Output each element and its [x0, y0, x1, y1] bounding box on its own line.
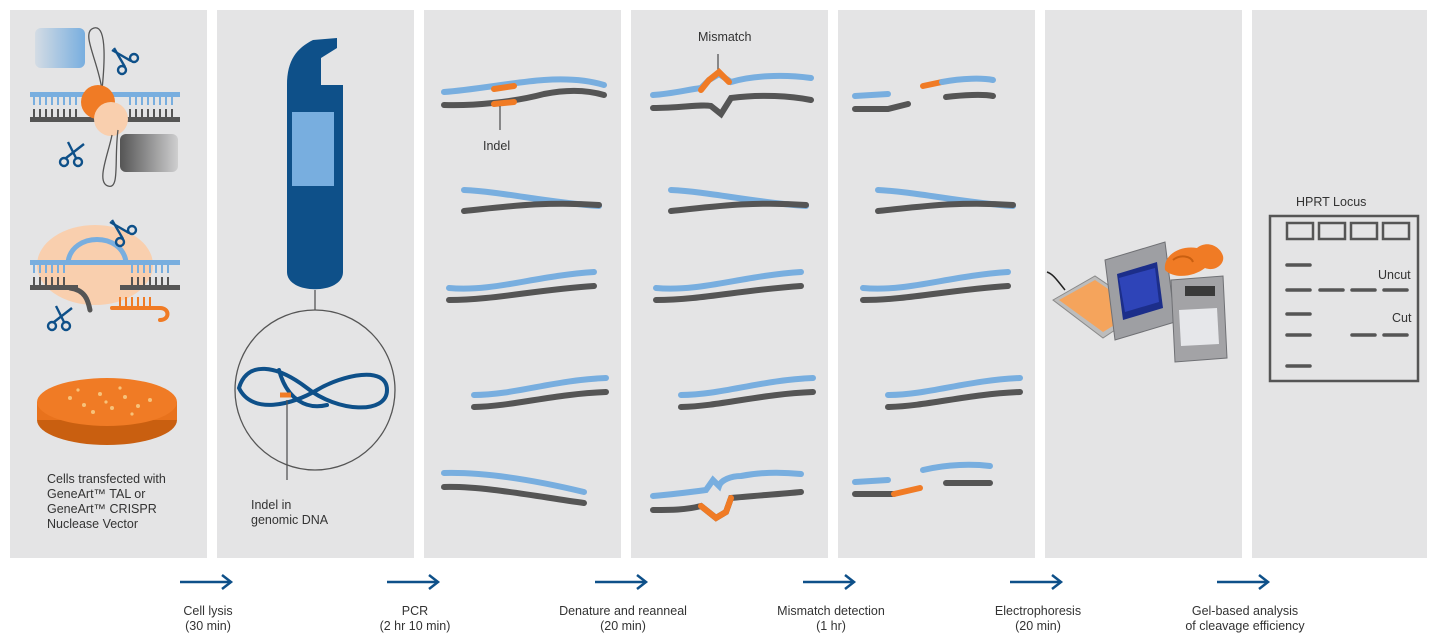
cleaved-heteroduplex [852, 75, 996, 112]
petri-dish-icon [37, 378, 177, 445]
arrow-right-icon [595, 574, 649, 590]
gel-box-icon [1104, 241, 1176, 341]
step-electrophoresis: Electrophoresis (20 min) [938, 572, 1138, 634]
cut-label: Cut [1392, 311, 1412, 325]
amplicon-strand [668, 200, 809, 214]
arrow-right-icon [1217, 574, 1271, 590]
caption-line-3: GeneArt™ CRISPR [47, 502, 157, 516]
arrow-right-icon [803, 574, 857, 590]
amplicon-strand [471, 389, 609, 410]
amplicon-strand [678, 375, 816, 398]
mismatch-label: Mismatch [698, 30, 752, 44]
genomic-dna-loop [236, 366, 390, 410]
crispr-diagram [30, 225, 180, 322]
cleaved-illustration [852, 75, 1023, 497]
panel-pcr-tube: Indel in genomic DNA [217, 10, 414, 558]
panel-electrophoresis [1045, 10, 1242, 558]
step-pcr: PCR (2 hr 10 min) [315, 572, 515, 634]
step-name: Mismatch detection [777, 604, 885, 618]
panel-reannealed: Mismatch [631, 10, 828, 558]
pcr-tube-illustration [234, 38, 396, 480]
electrophoresis-photo [1046, 241, 1228, 363]
step-time: of cleavage efficiency [1185, 619, 1305, 633]
amplicon-strand [678, 389, 816, 410]
gel-diagram [1268, 214, 1420, 383]
step-time: (1 hr) [816, 619, 846, 633]
pcr-tube-icon [287, 38, 343, 290]
talen-diagram [30, 27, 180, 187]
indel-genomic-label-line-1: Indel in [251, 498, 292, 512]
caption-line-1: Cells transfected with [47, 472, 166, 486]
arrow-right-icon [387, 574, 441, 590]
amplicon-with-indel [441, 76, 607, 109]
caption-line-2: GeneArt™ TAL or [47, 487, 146, 501]
panel-cleaved [838, 10, 1035, 558]
arrow-right-icon [1010, 574, 1064, 590]
caption-line-4: Nuclease Vector [47, 517, 139, 531]
amplicon-strand [461, 200, 602, 214]
step-name: Gel-based analysis [1191, 604, 1299, 618]
panel-gel-analysis: HPRT Locus Uncut Cut [1252, 10, 1427, 558]
genomic-dna-zoom-circle [234, 309, 396, 471]
step-name: PCR [401, 604, 429, 618]
gel-imager-icon [1170, 275, 1228, 363]
step-name: Denature and reanneal [559, 604, 687, 618]
amplicon-strand [441, 483, 587, 506]
amplicons-illustration [441, 76, 609, 506]
step-gel-analysis: Gel-based analysis of cleavage efficienc… [1145, 572, 1345, 634]
step-name: Cell lysis [183, 604, 233, 618]
gel-wells [1285, 221, 1411, 241]
gel-outline [1268, 214, 1420, 383]
heteroduplex-mismatch [650, 469, 804, 522]
amplicon-strand [653, 283, 804, 303]
indel-label: Indel [483, 139, 511, 153]
gel-title: HPRT Locus [1296, 195, 1367, 209]
uncut-label: Uncut [1378, 268, 1411, 282]
arrow-right-icon [180, 574, 234, 590]
panel-transfected-cells: Cells transfected with GeneArt™ TAL or G… [10, 10, 207, 558]
amplicon-strand [653, 269, 804, 292]
amplicon-strand [860, 269, 1011, 292]
step-denature-reanneal: Denature and reanneal (20 min) [523, 572, 723, 634]
heteroduplex-mismatch [650, 67, 814, 119]
step-cell-lysis: Cell lysis (30 min) [108, 572, 308, 634]
step-time: (20 min) [600, 619, 646, 633]
amplicon-strand [885, 389, 1023, 410]
amplicon-strand [441, 469, 587, 495]
amplicon-strand [446, 269, 597, 292]
amplicon-strand [471, 375, 609, 398]
amplicon-strand [875, 200, 1016, 214]
step-mismatch-detection: Mismatch detection (1 hr) [731, 572, 931, 634]
panel-amplicons: Indel [424, 10, 621, 558]
scissors-icon [46, 305, 73, 332]
step-time: (2 hr 10 min) [379, 619, 451, 633]
amplicon-strand [446, 283, 597, 303]
step-name: Electrophoresis [994, 604, 1082, 618]
safety-glasses-icon [1164, 244, 1224, 276]
scissors-icon [109, 219, 138, 248]
transfection-illustration [30, 27, 180, 445]
step-time: (20 min) [1015, 619, 1061, 633]
amplicon-strand [885, 375, 1023, 398]
cleaved-heteroduplex [852, 461, 993, 497]
scissors-icon [111, 47, 140, 76]
amplicon-strand [860, 283, 1011, 303]
indel-genomic-label-line-2: genomic DNA [251, 513, 329, 527]
reannealed-illustration [650, 54, 816, 522]
step-time: (30 min) [185, 619, 231, 633]
scissors-icon [58, 141, 85, 168]
